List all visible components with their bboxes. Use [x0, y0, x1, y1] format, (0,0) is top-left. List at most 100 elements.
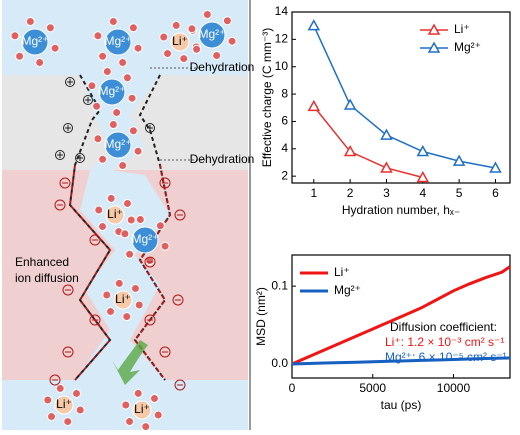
- x-axis-label: Hydration number, hₓ₋: [342, 203, 460, 217]
- water: [125, 249, 135, 259]
- water: [127, 93, 137, 103]
- series-line: [291, 265, 511, 366]
- charge: [49, 374, 61, 386]
- legend-label: Li⁺: [454, 22, 470, 36]
- water: [106, 307, 116, 317]
- ion: [21, 28, 49, 56]
- charge: [89, 314, 101, 326]
- water: [125, 417, 135, 427]
- charge: [174, 379, 186, 391]
- charge: [144, 256, 156, 268]
- water: [87, 81, 97, 91]
- water: [98, 51, 108, 61]
- marker: [343, 98, 357, 110]
- charge: [85, 97, 91, 103]
- water: [160, 241, 170, 251]
- water: [126, 215, 136, 225]
- marker: [380, 161, 393, 173]
- water: [159, 32, 169, 42]
- annotation: Li⁺: 1.2 × 10⁻³ cm² s⁻¹: [385, 335, 504, 349]
- ion: [131, 226, 159, 254]
- ion-label: Mg²⁺: [99, 84, 126, 98]
- water: [155, 221, 165, 231]
- water: [94, 205, 104, 215]
- ion-label: Mg²⁺: [132, 232, 159, 246]
- water: [122, 73, 132, 83]
- x-tick-label: 5000: [359, 381, 386, 395]
- charge: [145, 123, 155, 133]
- charge: [159, 346, 171, 358]
- water: [202, 10, 212, 20]
- x-axis-label: tau (ps): [381, 398, 422, 412]
- y-tick-label: 6: [281, 114, 288, 128]
- channel: [75, 75, 170, 380]
- marker: [343, 144, 357, 157]
- water: [35, 57, 45, 67]
- x-tick-label: 5: [456, 186, 463, 200]
- region-label: ion diffusion: [15, 271, 79, 285]
- water: [153, 410, 163, 420]
- water: [93, 134, 103, 144]
- marker: [416, 144, 430, 157]
- water: [45, 23, 55, 33]
- water: [98, 154, 108, 164]
- charge: [63, 123, 73, 133]
- charge: [89, 234, 101, 246]
- ion-label: Li⁺: [107, 207, 123, 221]
- charge: [57, 152, 63, 158]
- water: [106, 193, 116, 203]
- plot-frame: [291, 254, 511, 379]
- water: [102, 290, 112, 300]
- water: [118, 57, 128, 67]
- x-tick-label: 10000: [437, 381, 471, 395]
- water: [149, 393, 159, 403]
- water: [63, 417, 73, 427]
- charge: [159, 177, 171, 189]
- water: [212, 50, 222, 60]
- legend-label: Mg²⁺: [454, 40, 481, 54]
- charge: [62, 346, 74, 358]
- ion: [198, 21, 226, 49]
- y-axis-label: Effective charge (C mm⁻³): [260, 28, 274, 167]
- water: [135, 215, 145, 225]
- water: [122, 312, 132, 322]
- ion-label: Li⁺: [134, 402, 150, 416]
- arrow: [112, 340, 148, 385]
- water: [171, 20, 181, 30]
- water: [134, 300, 144, 310]
- water: [92, 101, 102, 111]
- x-tick-label: 2: [347, 186, 354, 200]
- ion: [98, 78, 126, 106]
- ion-label: Mg²⁺: [22, 34, 49, 48]
- water: [43, 395, 53, 405]
- marker: [489, 161, 502, 173]
- wall: [68, 74, 112, 381]
- water: [15, 51, 25, 61]
- charge: [75, 153, 85, 163]
- ion: [113, 290, 133, 310]
- water: [118, 160, 128, 170]
- charge: [172, 294, 184, 306]
- water: [163, 49, 173, 59]
- legend-label: Mg²⁺: [334, 283, 361, 297]
- ion-label: Li⁺: [56, 397, 72, 411]
- water: [130, 283, 140, 293]
- water: [50, 43, 60, 53]
- ion-label: Mg²⁺: [105, 137, 132, 151]
- water: [133, 43, 143, 53]
- water: [179, 54, 189, 64]
- marker: [307, 99, 321, 112]
- water: [114, 278, 124, 288]
- water: [133, 388, 143, 398]
- water: [10, 31, 20, 41]
- ion: [54, 395, 74, 415]
- ion: [104, 131, 132, 159]
- charge: [62, 284, 74, 296]
- y-tick-label: 14: [275, 4, 289, 18]
- charge: [144, 314, 156, 326]
- charge: [59, 177, 71, 189]
- water: [222, 16, 232, 26]
- charge: [67, 79, 73, 85]
- x-tick-label: 4: [419, 186, 426, 200]
